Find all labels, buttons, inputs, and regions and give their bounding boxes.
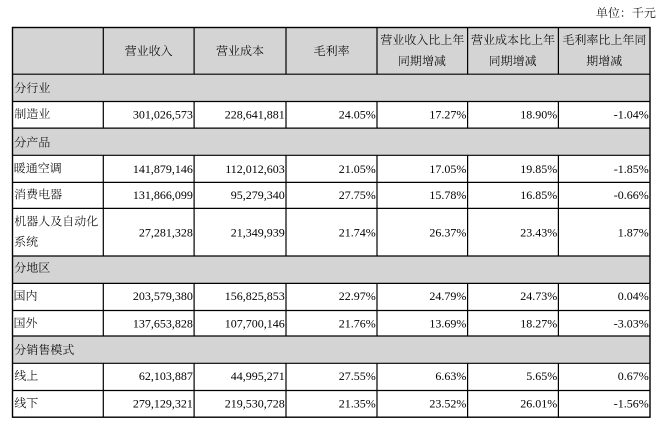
svg-text:-1.56%: -1.56%	[614, 397, 649, 411]
svg-text:26.37%: 26.37%	[429, 226, 466, 240]
svg-text:62,103,887: 62,103,887	[139, 369, 193, 383]
svg-text:17.05%: 17.05%	[429, 162, 466, 176]
svg-text:24.79%: 24.79%	[429, 289, 466, 303]
svg-text:21,349,939: 21,349,939	[231, 226, 285, 240]
svg-text:-1.04%: -1.04%	[614, 107, 649, 121]
svg-text:-0.66%: -0.66%	[614, 188, 649, 202]
svg-text:18.90%: 18.90%	[520, 107, 557, 121]
svg-text:112,012,603: 112,012,603	[225, 162, 285, 176]
svg-text:26.01%: 26.01%	[520, 397, 557, 411]
svg-text:17.27%: 17.27%	[429, 107, 466, 121]
svg-text:27.75%: 27.75%	[339, 188, 376, 202]
svg-text:27.55%: 27.55%	[339, 369, 376, 383]
svg-text:21.05%: 21.05%	[339, 162, 376, 176]
svg-text:22.97%: 22.97%	[339, 289, 376, 303]
svg-text:24.05%: 24.05%	[339, 107, 376, 121]
svg-text:279,129,321: 279,129,321	[133, 397, 193, 411]
svg-text:137,653,828: 137,653,828	[133, 316, 193, 330]
svg-text:-1.85%: -1.85%	[614, 162, 649, 176]
svg-text:1.87%: 1.87%	[618, 226, 649, 240]
svg-text:18.27%: 18.27%	[520, 316, 557, 330]
svg-text:27,281,328: 27,281,328	[139, 226, 193, 240]
svg-text:0.67%: 0.67%	[618, 369, 649, 383]
svg-text:15.78%: 15.78%	[429, 188, 466, 202]
svg-text:16.85%: 16.85%	[520, 188, 557, 202]
svg-text:141,879,146: 141,879,146	[133, 162, 193, 176]
svg-text:-3.03%: -3.03%	[614, 316, 649, 330]
svg-text:131,866,099: 131,866,099	[133, 188, 193, 202]
svg-text:21.74%: 21.74%	[339, 226, 376, 240]
svg-text:21.35%: 21.35%	[339, 397, 376, 411]
svg-text:44,995,271: 44,995,271	[231, 369, 285, 383]
svg-text:95,279,340: 95,279,340	[231, 188, 285, 202]
svg-text:13.69%: 13.69%	[429, 316, 466, 330]
svg-text:21.76%: 21.76%	[339, 316, 376, 330]
svg-text:6.63%: 6.63%	[435, 369, 466, 383]
svg-text:23.52%: 23.52%	[429, 397, 466, 411]
svg-text:24.73%: 24.73%	[520, 289, 557, 303]
svg-text:203,579,380: 203,579,380	[133, 289, 193, 303]
svg-text:5.65%: 5.65%	[526, 369, 557, 383]
svg-text:219,530,728: 219,530,728	[225, 397, 285, 411]
svg-text:156,825,853: 156,825,853	[225, 289, 285, 303]
svg-text:107,700,146: 107,700,146	[225, 316, 285, 330]
svg-text:228,641,881: 228,641,881	[225, 107, 285, 121]
svg-text:301,026,573: 301,026,573	[133, 107, 193, 121]
svg-text:0.04%: 0.04%	[618, 289, 649, 303]
svg-text:19.85%: 19.85%	[520, 162, 557, 176]
svg-text:23.43%: 23.43%	[520, 226, 557, 240]
